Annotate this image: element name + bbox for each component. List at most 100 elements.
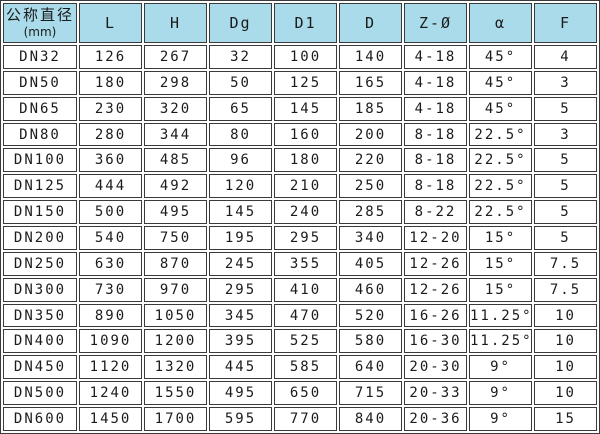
table-cell: 22.5° — [469, 200, 532, 225]
table-cell: 4-18 — [404, 70, 467, 95]
row-header-dn: DN80 — [3, 122, 77, 147]
table-row: DN500 1240 1550 495 650 715 20-33 9° 10 — [3, 381, 597, 406]
table-cell: 298 — [144, 70, 207, 95]
table-cell: 540 — [79, 226, 142, 250]
table-cell: 120 — [209, 174, 272, 199]
header-cell-F: F — [534, 3, 597, 43]
table-cell: 185 — [339, 96, 402, 121]
table-cell: 715 — [339, 381, 402, 406]
table-cell: 970 — [144, 277, 207, 302]
table-row: DN80 280 344 80 160 200 8-18 22.5° 3 — [3, 122, 597, 147]
table-cell: 20-36 — [404, 407, 467, 431]
table-cell: 295 — [274, 226, 337, 250]
row-header-dn: DN450 — [3, 355, 77, 380]
table-cell: 80 — [209, 122, 272, 147]
table-cell: 9° — [469, 381, 532, 406]
table-cell: 20-33 — [404, 381, 467, 406]
header-cell-nominal-diameter: 公称直径 (mm) — [3, 3, 77, 43]
table-row: DN32 126 267 32 100 140 4-18 45° 4 — [3, 45, 597, 69]
table-cell: 267 — [144, 45, 207, 69]
row-header-dn: DN300 — [3, 277, 77, 302]
table-cell: 1700 — [144, 407, 207, 431]
table-cell: 15° — [469, 251, 532, 276]
table-cell: 585 — [274, 355, 337, 380]
header-cell-alpha: α — [469, 3, 532, 43]
table-cell: 100 — [274, 45, 337, 69]
header-cell-D1: D1 — [274, 3, 337, 43]
table-cell: 470 — [274, 303, 337, 328]
table-cell: 9° — [469, 407, 532, 431]
table-cell: 11.25° — [469, 303, 532, 328]
table-cell: 3 — [534, 70, 597, 95]
header-row: 公称直径 (mm) L H Dg D1 D Z-Ø α F — [3, 3, 597, 43]
table-cell: 180 — [79, 70, 142, 95]
table-cell: 500 — [79, 200, 142, 225]
table-cell: 240 — [274, 200, 337, 225]
table-row: DN450 1120 1320 445 585 640 20-30 9° 10 — [3, 355, 597, 380]
table-cell: 360 — [79, 148, 142, 173]
table-cell: 180 — [274, 148, 337, 173]
table-cell: 16-30 — [404, 329, 467, 354]
table-cell: 445 — [209, 355, 272, 380]
table-cell: 495 — [209, 381, 272, 406]
table-row: DN600 1450 1700 595 770 840 20-36 9° 15 — [3, 407, 597, 431]
table-cell: 495 — [144, 200, 207, 225]
table-cell: 344 — [144, 122, 207, 147]
table-cell: 45° — [469, 70, 532, 95]
table-cell: 15° — [469, 277, 532, 302]
table-cell: 11.25° — [469, 329, 532, 354]
table-row: DN125 444 492 120 210 250 8-18 22.5° 5 — [3, 174, 597, 199]
table-cell: 45° — [469, 45, 532, 69]
table-cell: 22.5° — [469, 148, 532, 173]
row-header-dn: DN400 — [3, 329, 77, 354]
table-cell: 340 — [339, 226, 402, 250]
table-cell: 4-18 — [404, 96, 467, 121]
table-cell: 9° — [469, 355, 532, 380]
nominal-diameter-label: 公称直径 — [5, 6, 74, 25]
table-cell: 640 — [339, 355, 402, 380]
header-cell-Z-holes: Z-Ø — [404, 3, 467, 43]
table-row: DN200 540 750 195 295 340 12-20 15° 5 — [3, 226, 597, 250]
table-cell: 7.5 — [534, 251, 597, 276]
table-cell: 8-22 — [404, 200, 467, 225]
table-row: DN400 1090 1200 395 525 580 16-30 11.25° 10 — [3, 329, 597, 354]
table-cell: 840 — [339, 407, 402, 431]
table-cell: 16-26 — [404, 303, 467, 328]
table-cell: 22.5° — [469, 174, 532, 199]
table-cell: 230 — [79, 96, 142, 121]
row-header-dn: DN500 — [3, 381, 77, 406]
table-cell: 750 — [144, 226, 207, 250]
row-header-dn: DN600 — [3, 407, 77, 431]
table-cell: 220 — [339, 148, 402, 173]
table-cell: 1240 — [79, 381, 142, 406]
table-cell: 1550 — [144, 381, 207, 406]
table-cell: 65 — [209, 96, 272, 121]
table-cell: 650 — [274, 381, 337, 406]
table-cell: 1320 — [144, 355, 207, 380]
header-cell-L: L — [79, 3, 142, 43]
table-cell: 22.5° — [469, 122, 532, 147]
table-cell: 7.5 — [534, 277, 597, 302]
table-cell: 145 — [209, 200, 272, 225]
row-header-dn: DN32 — [3, 45, 77, 69]
table-row: DN350 890 1050 345 470 520 16-26 11.25° 10 — [3, 303, 597, 328]
table-cell: 395 — [209, 329, 272, 354]
table-cell: 210 — [274, 174, 337, 199]
table-cell: 12-26 — [404, 251, 467, 276]
table-row: DN50 180 298 50 125 165 4-18 45° 3 — [3, 70, 597, 95]
table-row: DN250 630 870 245 355 405 12-26 15° 7.5 — [3, 251, 597, 276]
table-cell: 20-30 — [404, 355, 467, 380]
table-cell: 45° — [469, 96, 532, 121]
table-cell: 405 — [339, 251, 402, 276]
table-cell: 5 — [534, 200, 597, 225]
table-cell: 890 — [79, 303, 142, 328]
table-cell: 4-18 — [404, 45, 467, 69]
table-row: DN150 500 495 145 240 285 8-22 22.5° 5 — [3, 200, 597, 225]
table-cell: 96 — [209, 148, 272, 173]
table-cell: 525 — [274, 329, 337, 354]
table-cell: 580 — [339, 329, 402, 354]
row-header-dn: DN200 — [3, 226, 77, 250]
table-cell: 485 — [144, 148, 207, 173]
table-cell: 250 — [339, 174, 402, 199]
